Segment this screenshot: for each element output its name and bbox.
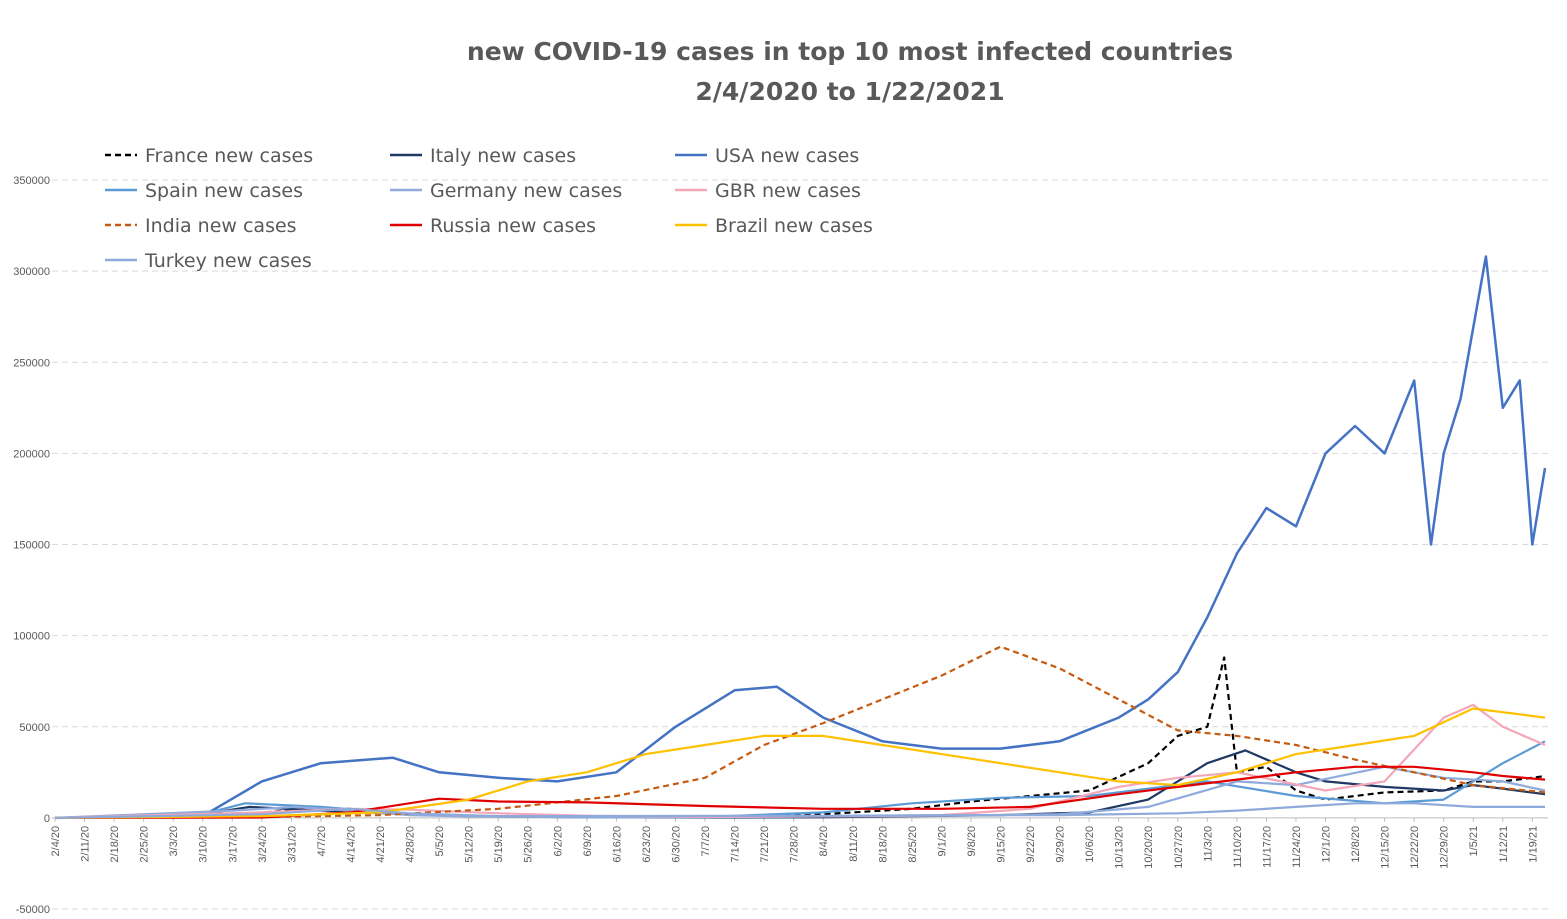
y-tick-label: 350000 [13,175,50,187]
x-tick-label: 3/24/20 [257,826,269,863]
legend-label: GBR new cases [715,180,861,202]
legend-label: Brazil new cases [715,215,873,237]
x-tick-label: 4/7/20 [316,826,328,857]
y-tick-label: 250000 [13,357,50,369]
x-tick-label: 9/1/20 [936,826,948,857]
x-tick-label: 11/3/20 [1202,826,1214,862]
x-tick-label: 10/13/20 [1114,826,1126,869]
x-tick-label: 7/7/20 [700,826,712,857]
chart-title: new COVID-19 cases in top 10 most infect… [467,37,1233,66]
x-tick-label: 6/16/20 [611,826,623,863]
x-tick-label: 10/27/20 [1173,826,1185,869]
x-tick-label: 2/11/20 [80,826,92,862]
chart-subtitle: 2/4/2020 to 1/22/2021 [695,77,1004,106]
x-tick-label: 12/29/20 [1439,826,1451,869]
x-tick-label: 5/5/20 [434,826,446,857]
series-line-india-new-cases [54,645,1546,820]
legend-label: India new cases [145,215,297,237]
x-tick-label: 7/21/20 [759,826,771,863]
x-tick-label: 12/8/20 [1350,826,1362,863]
series-line-usa-new-cases [54,255,1547,820]
x-tick-label: 9/15/20 [995,826,1007,863]
x-tick-label: 6/9/20 [582,826,594,857]
x-tick-label: 8/11/20 [848,826,860,862]
x-tick-label: 10/6/20 [1084,826,1096,863]
x-tick-label: 6/23/20 [641,826,653,863]
y-tick-label: 100000 [13,631,50,643]
y-tick-label: 150000 [13,540,50,552]
x-tick-label: 3/17/20 [227,826,239,863]
x-tick-label: 4/21/20 [375,826,387,863]
x-tick-label: 8/25/20 [907,826,919,863]
legend-label: France new cases [145,145,313,167]
x-tick-label: 11/10/20 [1232,826,1244,868]
x-tick-label: 5/12/20 [464,826,476,863]
x-tick-label: 12/22/20 [1409,826,1421,869]
y-tick-label: 0 [44,813,50,825]
legend-label: Germany new cases [430,180,622,202]
series-lines [54,255,1547,820]
x-tick-label: 1/19/21 [1527,826,1539,863]
x-tick-label: 1/12/21 [1498,826,1510,863]
x-tick-label: 1/5/21 [1468,826,1480,857]
x-tick-label: 12/1/20 [1321,826,1333,863]
x-tick-label: 8/4/20 [818,826,830,857]
x-tick-label: 9/22/20 [1025,826,1037,863]
legend: France new cases Italy new cases USA new c… [105,145,873,272]
x-tick-label: 5/26/20 [523,826,535,863]
legend-label: Turkey new cases [144,250,312,272]
y-axis-tick-labels: 350000 300000 250000 200000 150000 100000 5000… [13,175,50,916]
x-tick-label: 2/25/20 [139,826,151,863]
legend-label: Russia new cases [430,215,596,237]
x-tick-label: 2/4/20 [50,826,62,857]
x-tick-label: 12/15/20 [1380,826,1392,869]
x-tick-label: 4/28/20 [405,826,417,863]
series-line-gbr-new-cases [54,703,1546,819]
y-tick-label: 50000 [19,722,50,734]
y-tick-label: -50000 [16,904,50,916]
x-tick-label: 3/10/20 [198,826,210,863]
x-tick-label: 3/3/20 [168,826,180,857]
x-tick-label: 2/18/20 [109,826,121,863]
series-line-russia-new-cases [54,765,1546,820]
series-line-turkey-new-cases [54,802,1545,819]
series-line-brazil-new-cases [54,707,1546,819]
x-tick-label: 11/17/20 [1261,826,1273,868]
x-tick-label: 8/18/20 [877,826,889,863]
legend-label: USA new cases [715,145,859,167]
y-tick-label: 200000 [13,448,50,460]
x-tick-label: 6/30/20 [670,826,682,863]
x-tick-label: 9/8/20 [966,826,978,857]
x-tick-label: 5/19/20 [493,826,505,863]
x-tick-label: 4/14/20 [345,826,357,863]
x-tick-label: 3/31/20 [286,826,298,863]
x-tick-label: 9/29/20 [1055,826,1067,863]
x-axis-tick-labels: 2/4/20 2/11/20 2/18/20 2/25/20 3/3/20 3/10/20… [50,817,1539,869]
x-tick-label: 6/2/20 [552,826,564,857]
x-tick-label: 10/20/20 [1143,826,1155,869]
y-tick-label: 300000 [13,266,50,278]
legend-label: Spain new cases [145,180,303,202]
x-tick-label: 7/28/20 [789,826,801,863]
x-tick-label: 7/14/20 [730,826,742,863]
x-tick-label: 11/24/20 [1291,826,1303,868]
legend-label: Italy new cases [430,145,576,167]
